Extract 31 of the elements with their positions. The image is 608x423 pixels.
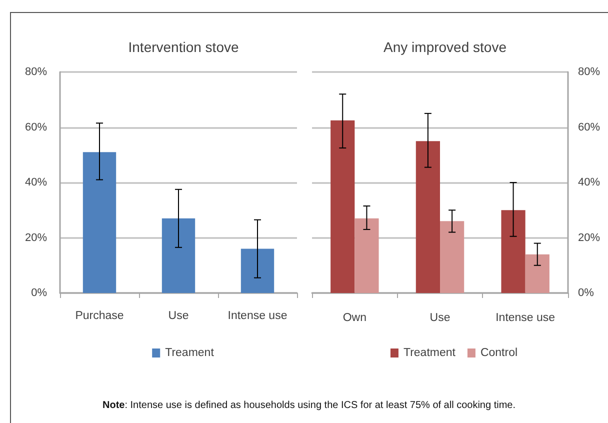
legend-label: Treatment xyxy=(403,347,456,359)
y-tick-label: 80% xyxy=(24,66,48,78)
y-tick-label: 20% xyxy=(24,232,48,244)
y2-tick-label: 40% xyxy=(578,176,600,188)
y2-tick-label: 80% xyxy=(578,66,600,78)
y2-tick-label: 0% xyxy=(578,287,594,299)
bar xyxy=(162,218,196,293)
x-tick-label: Intense use xyxy=(496,312,556,324)
x-tick-label: Intense use xyxy=(228,310,288,322)
bar xyxy=(501,210,526,293)
x-tick-label: Purchase xyxy=(75,310,124,322)
bar xyxy=(330,120,355,293)
x-tick-label: Use xyxy=(168,310,189,322)
legend-label: Control xyxy=(480,347,518,359)
x-tick-label: Use xyxy=(430,312,450,324)
text: Note: Intense use is defined as households using the ICS for at least 75% of all cooking time. xyxy=(101,400,517,411)
bar xyxy=(240,248,274,293)
y-tick-label: 60% xyxy=(24,121,48,134)
bar xyxy=(525,254,550,293)
bar xyxy=(82,152,116,293)
legend-label: Treament xyxy=(165,347,215,359)
bar xyxy=(354,218,379,293)
y2-tick-label: 60% xyxy=(578,121,600,134)
chart-title: Intervention stove xyxy=(128,39,239,55)
y-tick-label: 40% xyxy=(24,176,48,188)
chart-title: Any improved stove xyxy=(384,39,507,55)
y2-tick-label: 20% xyxy=(578,232,600,244)
y-tick-label: 0% xyxy=(31,287,48,299)
x-tick-label: Own xyxy=(342,312,366,324)
bar xyxy=(416,141,440,293)
bar xyxy=(440,221,464,293)
